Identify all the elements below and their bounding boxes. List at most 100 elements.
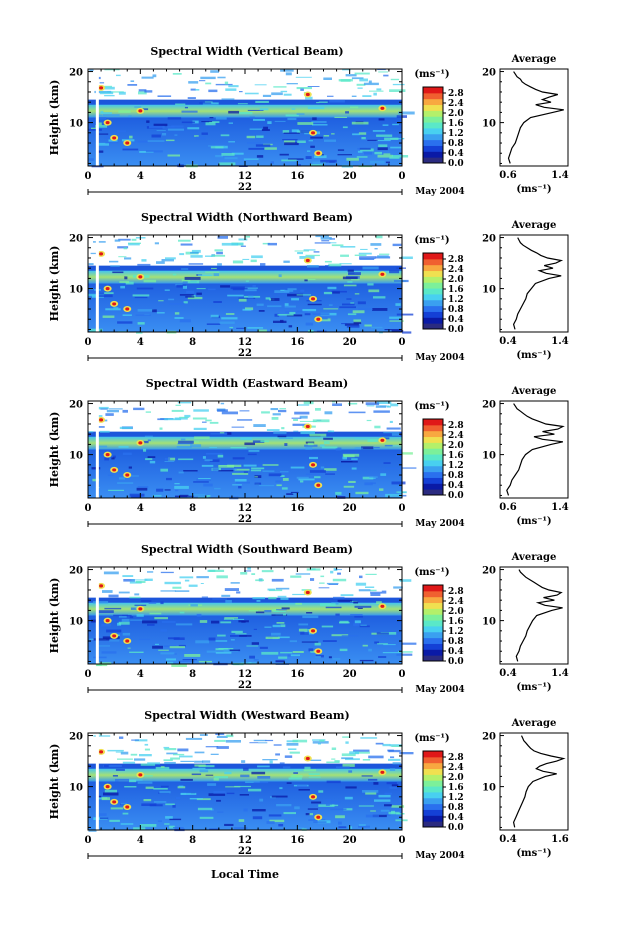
heatmap-cell bbox=[137, 140, 148, 143]
heatmap-cell bbox=[340, 246, 356, 248]
heatmap-cell bbox=[254, 476, 258, 478]
heatmap-cell bbox=[295, 573, 311, 575]
heatmap-cell bbox=[215, 651, 232, 654]
heatmap-cell bbox=[360, 624, 367, 627]
heatmap-cell bbox=[201, 121, 213, 123]
heatmap-cell bbox=[379, 253, 390, 255]
heatmap-cell bbox=[171, 125, 184, 128]
heatmap-cell bbox=[301, 641, 319, 643]
heatmap-cell bbox=[295, 827, 305, 829]
colorbar-unit: (ms⁻¹) bbox=[414, 733, 449, 744]
heatmap-cell bbox=[325, 798, 332, 800]
colorbar-swatch bbox=[423, 483, 443, 490]
heatmap-cell bbox=[225, 313, 235, 315]
x-tick-label: 20 bbox=[343, 503, 357, 514]
heatmap-cell bbox=[310, 145, 315, 148]
y-tick-label: 20 bbox=[69, 234, 83, 245]
heatmap-cell bbox=[97, 645, 111, 647]
average-profile-line bbox=[506, 403, 565, 496]
heatmap-cell bbox=[307, 150, 311, 152]
heatmap-cell bbox=[221, 242, 239, 246]
heatmap-cell bbox=[95, 125, 108, 128]
heatmap-cell bbox=[181, 110, 198, 113]
heatmap-cell bbox=[130, 753, 138, 756]
heatmap-cell bbox=[399, 752, 414, 755]
heatmap-cell bbox=[93, 638, 110, 641]
heatmap-cell bbox=[271, 417, 279, 420]
x-tick-label: 0 bbox=[85, 503, 92, 514]
heatmap-cell bbox=[213, 777, 219, 781]
heatmap-cell bbox=[280, 289, 286, 291]
heatmap-cell bbox=[401, 467, 417, 469]
heatmap-cell bbox=[174, 312, 180, 315]
colorbar-tick-label: 2.0 bbox=[448, 773, 464, 783]
heatmap-cell bbox=[88, 431, 94, 433]
heatmap-cell bbox=[378, 118, 385, 121]
heatmap-cell bbox=[249, 128, 263, 130]
heatmap-cell bbox=[213, 301, 222, 303]
panel-title: Spectral Width (Eastward Beam) bbox=[146, 377, 348, 390]
heatmap-cell bbox=[108, 765, 122, 767]
heatmap-cell bbox=[266, 821, 275, 824]
average-x-tick-label: 0.4 bbox=[499, 834, 516, 845]
heatmap-hotspot bbox=[112, 136, 117, 140]
colorbar-tick-label: 0.0 bbox=[448, 159, 464, 169]
heatmap-cell bbox=[262, 759, 278, 761]
heatmap-cell bbox=[96, 406, 109, 410]
heatmap-cell bbox=[226, 792, 235, 795]
heatmap-cell bbox=[136, 331, 143, 334]
heatmap-cell bbox=[209, 121, 220, 123]
heatmap-cell bbox=[201, 464, 214, 467]
heatmap-cell bbox=[401, 642, 417, 645]
heatmap-cell bbox=[347, 281, 353, 283]
heatmap-cell bbox=[347, 269, 354, 272]
heatmap-cell bbox=[390, 403, 399, 407]
heatmap-cell bbox=[378, 794, 391, 798]
heatmap-cell bbox=[118, 110, 131, 113]
heatmap-cell bbox=[290, 575, 302, 578]
heatmap-cell bbox=[196, 136, 206, 140]
heatmap-cell bbox=[323, 437, 333, 440]
heatmap-cell bbox=[257, 329, 267, 332]
heatmap-cell bbox=[224, 588, 239, 591]
heatmap-cell bbox=[380, 473, 387, 476]
heatmap-cell bbox=[370, 243, 382, 246]
heatmap-cell bbox=[302, 615, 319, 619]
heatmap-cell bbox=[128, 243, 140, 246]
heatmap-cell bbox=[306, 759, 322, 761]
heatmap-cell bbox=[270, 161, 274, 164]
heatmap-cell bbox=[365, 586, 375, 588]
heatmap-cell bbox=[327, 95, 334, 97]
heatmap-cell bbox=[231, 152, 244, 155]
heatmap-cell bbox=[244, 442, 255, 446]
heatmap-cell bbox=[104, 607, 122, 610]
colorbar-swatch bbox=[423, 317, 443, 324]
colorbar-swatch bbox=[423, 448, 443, 455]
heatmap-cell bbox=[177, 401, 192, 404]
heatmap-cell bbox=[236, 591, 241, 594]
heatmap-cell bbox=[331, 747, 337, 750]
heatmap-cell bbox=[287, 117, 297, 121]
heatmap-cell bbox=[320, 466, 325, 469]
heatmap-cell bbox=[253, 739, 267, 742]
heatmap-cell bbox=[200, 583, 204, 584]
heatmap-cell bbox=[291, 298, 299, 301]
colorbar-swatch bbox=[423, 299, 443, 307]
colorbar-swatch bbox=[423, 151, 443, 158]
heatmap-cell bbox=[305, 96, 313, 100]
heatmap-cell bbox=[136, 287, 154, 290]
heatmap-cell bbox=[311, 121, 327, 124]
average-title: Average bbox=[511, 718, 557, 729]
heatmap-cell bbox=[280, 69, 294, 72]
heatmap-cell bbox=[97, 117, 107, 120]
heatmap-cell bbox=[345, 741, 349, 744]
heatmap-cell bbox=[368, 289, 380, 293]
heatmap-cell bbox=[178, 458, 194, 461]
heatmap-cell bbox=[102, 590, 113, 593]
heatmap-cell bbox=[221, 594, 231, 597]
heatmap-cell bbox=[232, 457, 245, 460]
heatmap-cell bbox=[334, 569, 342, 571]
heatmap-cell bbox=[118, 615, 127, 618]
heatmap-cell bbox=[158, 649, 169, 651]
heatmap-cell bbox=[358, 805, 374, 807]
